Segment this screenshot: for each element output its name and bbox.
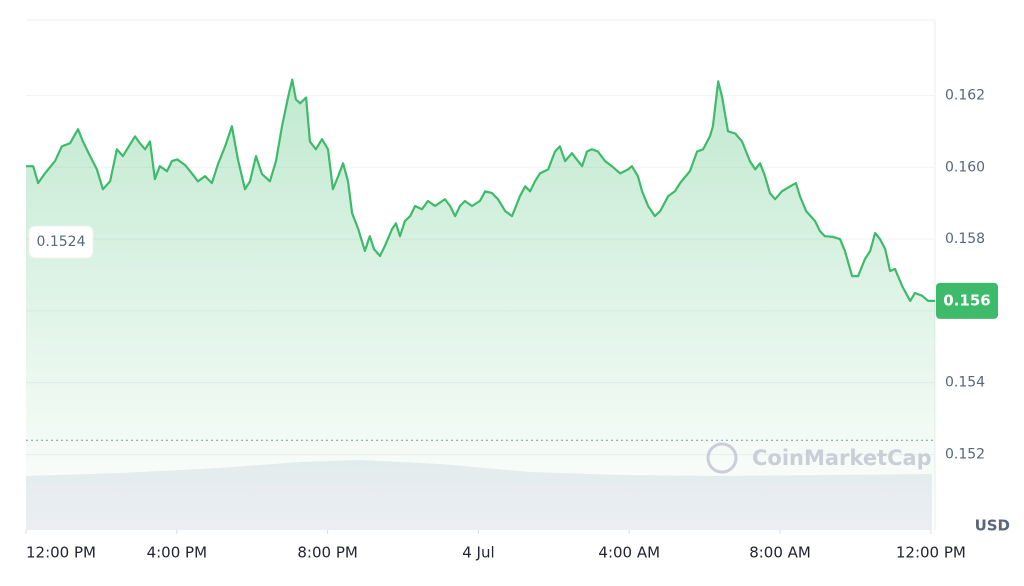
price-line [26,78,935,302]
x-tick-label: 4 Jul [462,544,494,562]
y-tick-label: 0.162 [945,87,985,103]
watermark-logo [706,442,738,474]
unit-label: USD [975,517,1010,535]
x-tick-label: 12:00 PM [26,544,96,562]
watermark: CoinMarketCap [752,446,932,470]
reference-label-box [28,225,94,259]
price-badge-label: 0.156 [943,291,990,309]
x-tick-label: 8:00 AM [749,544,811,562]
y-tick-label: 0.160 [945,159,985,175]
x-tick-label: 8:00 PM [297,544,357,562]
x-tick-label: 12:00 PM [896,544,966,562]
price-badge [936,282,998,319]
reference-label: 0.1524 [37,234,86,250]
labels: 0.152 0.154 0.156 0.158 0.160 0.162 12:00 PM 4:… [26,87,998,562]
x-tick-label: 4:00 AM [598,544,660,562]
y-tick-label: 0.154 [945,375,985,391]
y-tick-label: 0.158 [945,231,985,247]
y-tick-label: 0.152 [945,447,985,463]
area [26,79,935,530]
x-tick-label: 4:00 PM [147,544,207,562]
plot [26,78,935,530]
